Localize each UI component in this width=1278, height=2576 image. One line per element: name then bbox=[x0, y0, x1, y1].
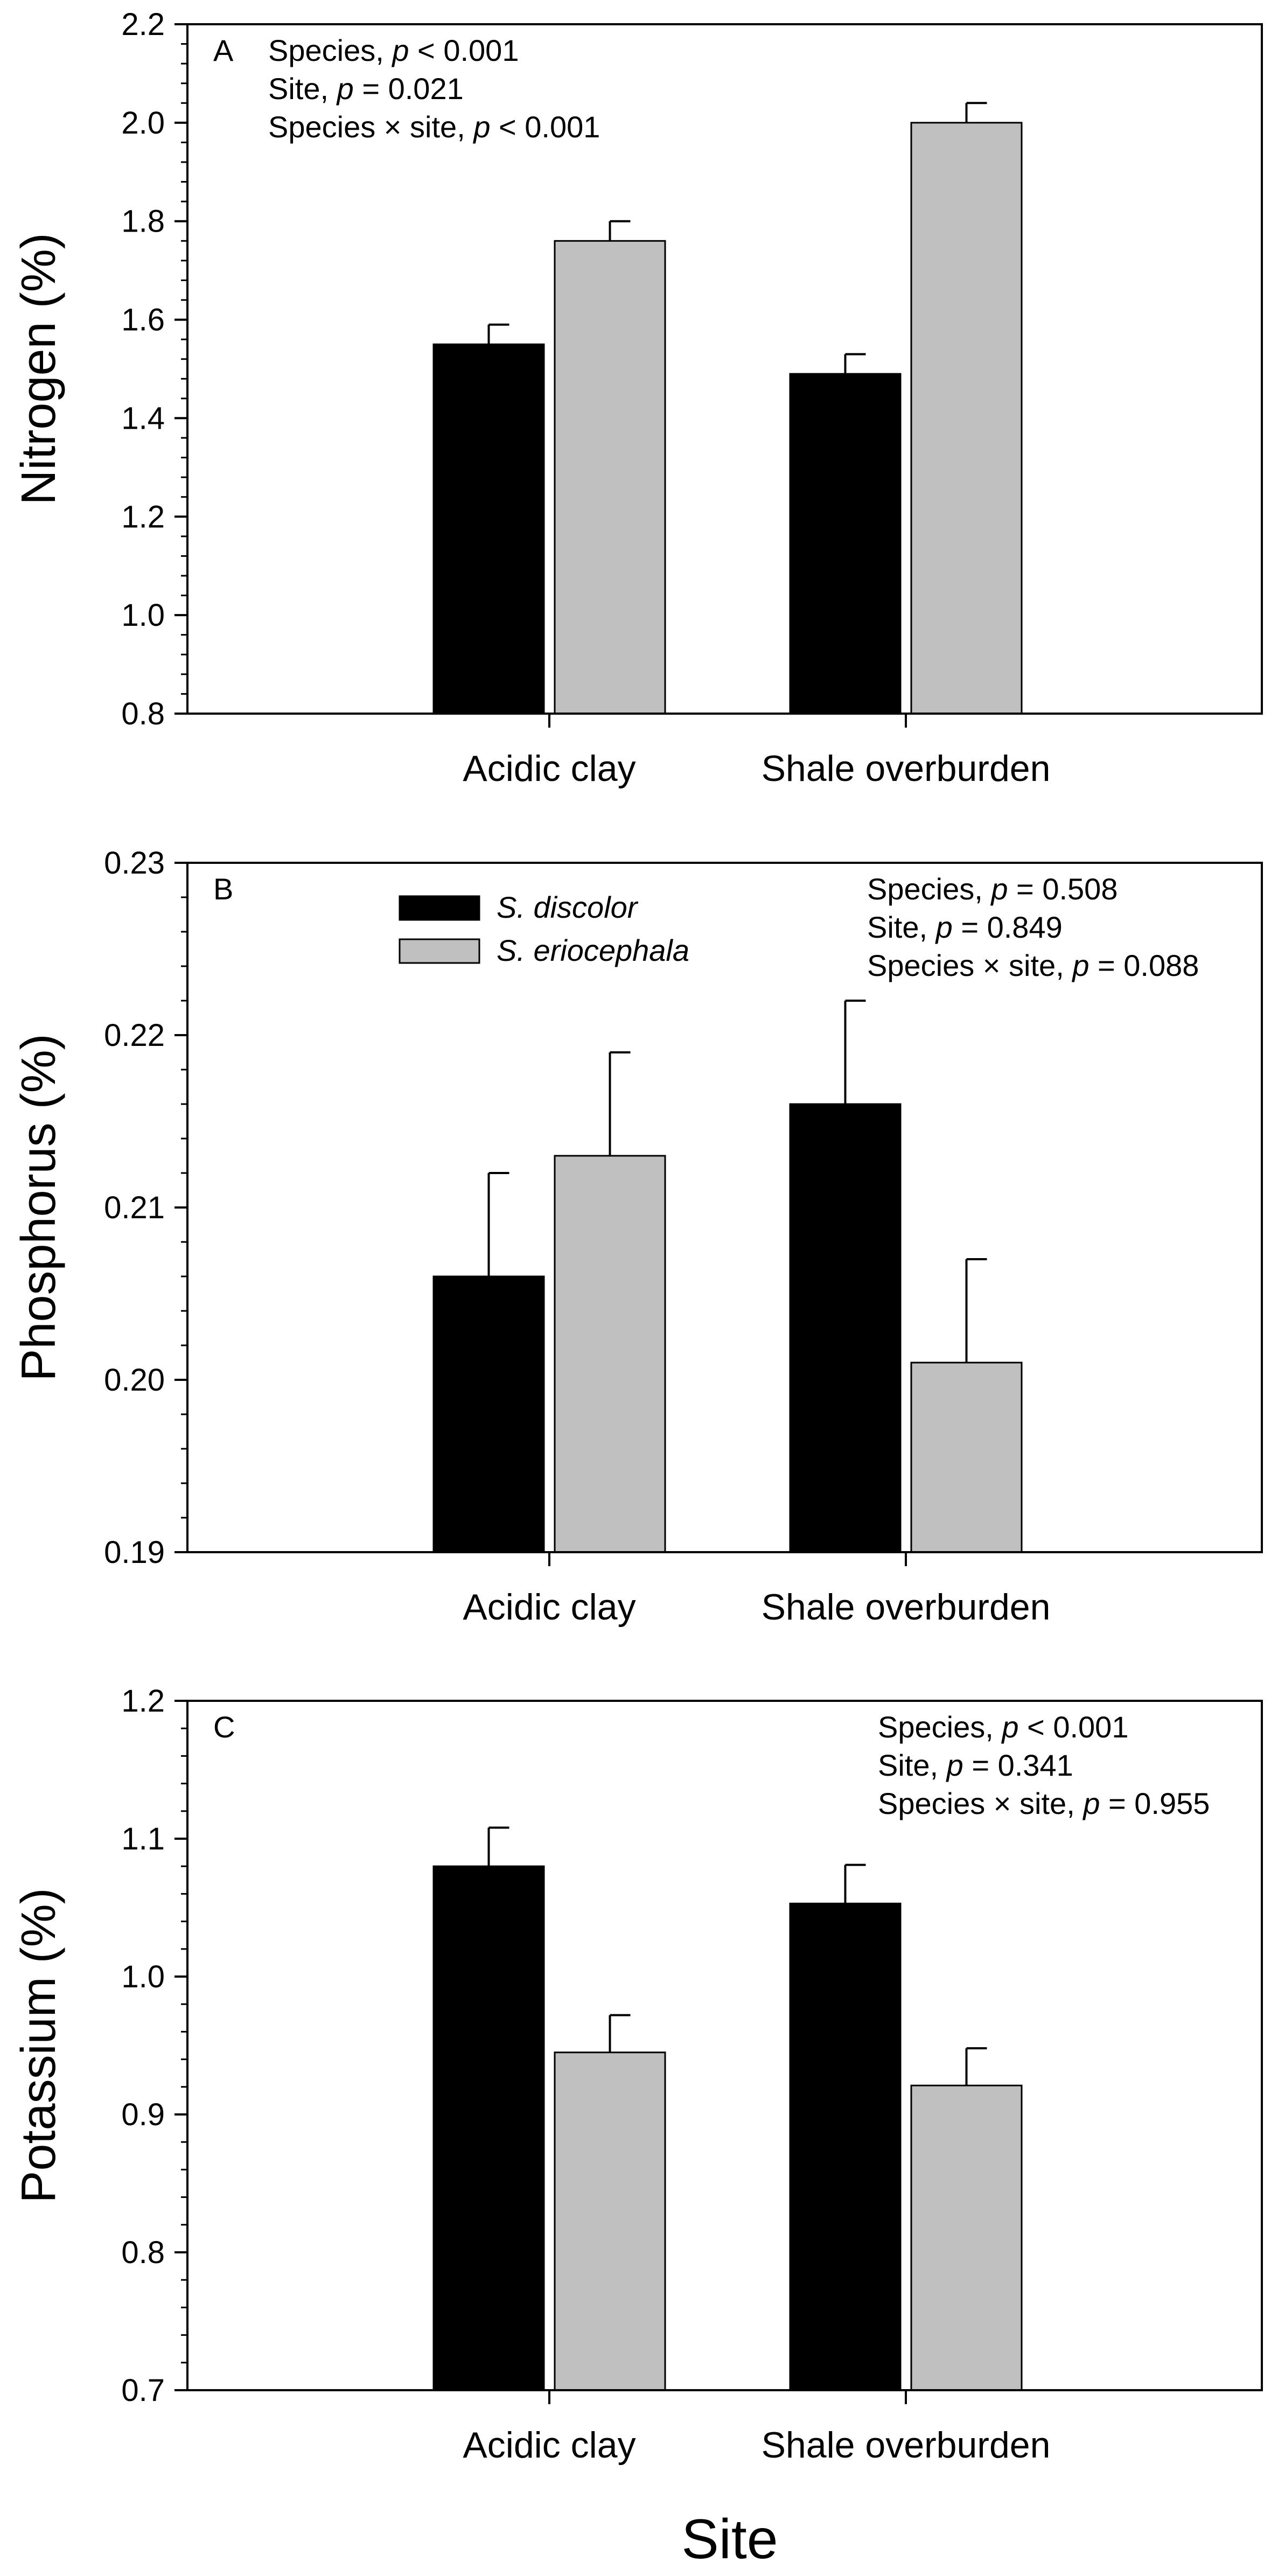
panel-c: 0.7 0.8 0.9 1.0 1.1 1.2 Acidic clay Shale overb… bbox=[12, 1684, 1263, 2466]
y-tick-label: 0.8 bbox=[121, 2235, 165, 2270]
bar bbox=[554, 240, 666, 715]
legend-label: S. discolor bbox=[497, 890, 639, 924]
bar bbox=[432, 1865, 545, 2391]
bar bbox=[554, 1155, 666, 1553]
y-tick-label: 1.2 bbox=[121, 499, 165, 534]
y-tick-label: 1.8 bbox=[121, 204, 165, 239]
bar bbox=[554, 2051, 666, 2391]
stats-line: Species × site, p = 0.955 bbox=[878, 1786, 1210, 1820]
panel-letter: C bbox=[213, 1710, 235, 1744]
stats-line: Species, p < 0.001 bbox=[878, 1710, 1128, 1744]
y-tick-label: 1.1 bbox=[121, 1821, 165, 1856]
legend-swatch bbox=[399, 938, 480, 964]
stats-line: Site, p = 0.341 bbox=[878, 1748, 1073, 1782]
panel-b: 0.19 0.20 0.21 0.22 0.23 Acidic clay Shale ove… bbox=[12, 846, 1263, 1628]
y-tick-label: 0.23 bbox=[104, 846, 165, 881]
y-tick-label: 0.9 bbox=[121, 2097, 165, 2132]
x-category-label: Acidic clay bbox=[463, 1587, 635, 1628]
legend-swatch bbox=[399, 895, 480, 921]
y-tick-label: 1.0 bbox=[121, 1959, 165, 1994]
y-tick-label: 0.22 bbox=[104, 1018, 165, 1053]
y-tick-label: 1.6 bbox=[121, 303, 165, 338]
plot-frame bbox=[186, 1700, 1263, 2391]
stats-line: Site, p = 0.021 bbox=[268, 72, 464, 106]
legend-label: S. eriocephala bbox=[497, 933, 689, 967]
bar bbox=[789, 1103, 902, 1553]
bar bbox=[910, 1362, 1023, 1553]
y-tick-label: 0.20 bbox=[104, 1363, 165, 1398]
y-tick-label: 0.21 bbox=[104, 1190, 165, 1225]
bar bbox=[910, 122, 1023, 715]
y-tick-label: 0.7 bbox=[121, 2373, 165, 2408]
y-axis-title: Phosphorus (%) bbox=[12, 1034, 66, 1381]
bar bbox=[432, 343, 545, 715]
panel-a: 0.8 1.0 1.2 1.4 1.6 1.8 2.0 2.2 Acidic clay Shale… bbox=[12, 7, 1263, 789]
bar bbox=[432, 1275, 545, 1553]
x-category-label: Shale overburden bbox=[762, 2425, 1051, 2466]
bar bbox=[910, 2084, 1023, 2391]
y-tick-label: 0.19 bbox=[104, 1535, 165, 1570]
y-axis-title: Potassium (%) bbox=[12, 1888, 66, 2203]
x-category-label: Acidic clay bbox=[463, 748, 635, 789]
bar bbox=[789, 373, 902, 715]
bar bbox=[789, 1902, 902, 2391]
stats-line: Species, p < 0.001 bbox=[268, 33, 519, 67]
y-axis-title: Nitrogen (%) bbox=[12, 233, 66, 505]
y-tick-label: 2.2 bbox=[121, 7, 165, 42]
y-tick-label: 0.8 bbox=[121, 696, 165, 731]
stats-line: Species × site, p < 0.001 bbox=[268, 110, 600, 144]
x-category-label: Shale overburden bbox=[762, 748, 1051, 789]
x-category-label: Shale overburden bbox=[762, 1587, 1051, 1628]
stats-line: Species, p = 0.508 bbox=[867, 872, 1118, 906]
stats-line: Site, p = 0.849 bbox=[867, 910, 1063, 944]
y-tick-label: 1.4 bbox=[121, 401, 165, 436]
panel-letter: A bbox=[213, 33, 234, 67]
panel-letter: B bbox=[213, 872, 233, 906]
stats-line: Species × site, p = 0.088 bbox=[867, 948, 1199, 982]
x-axis-title: Site bbox=[681, 2508, 778, 2571]
plot-frame bbox=[186, 23, 1263, 715]
y-tick-label: 1.0 bbox=[121, 598, 165, 633]
y-tick-label: 1.2 bbox=[121, 1684, 165, 1719]
x-category-label: Acidic clay bbox=[463, 2425, 635, 2466]
y-tick-label: 2.0 bbox=[121, 106, 165, 141]
